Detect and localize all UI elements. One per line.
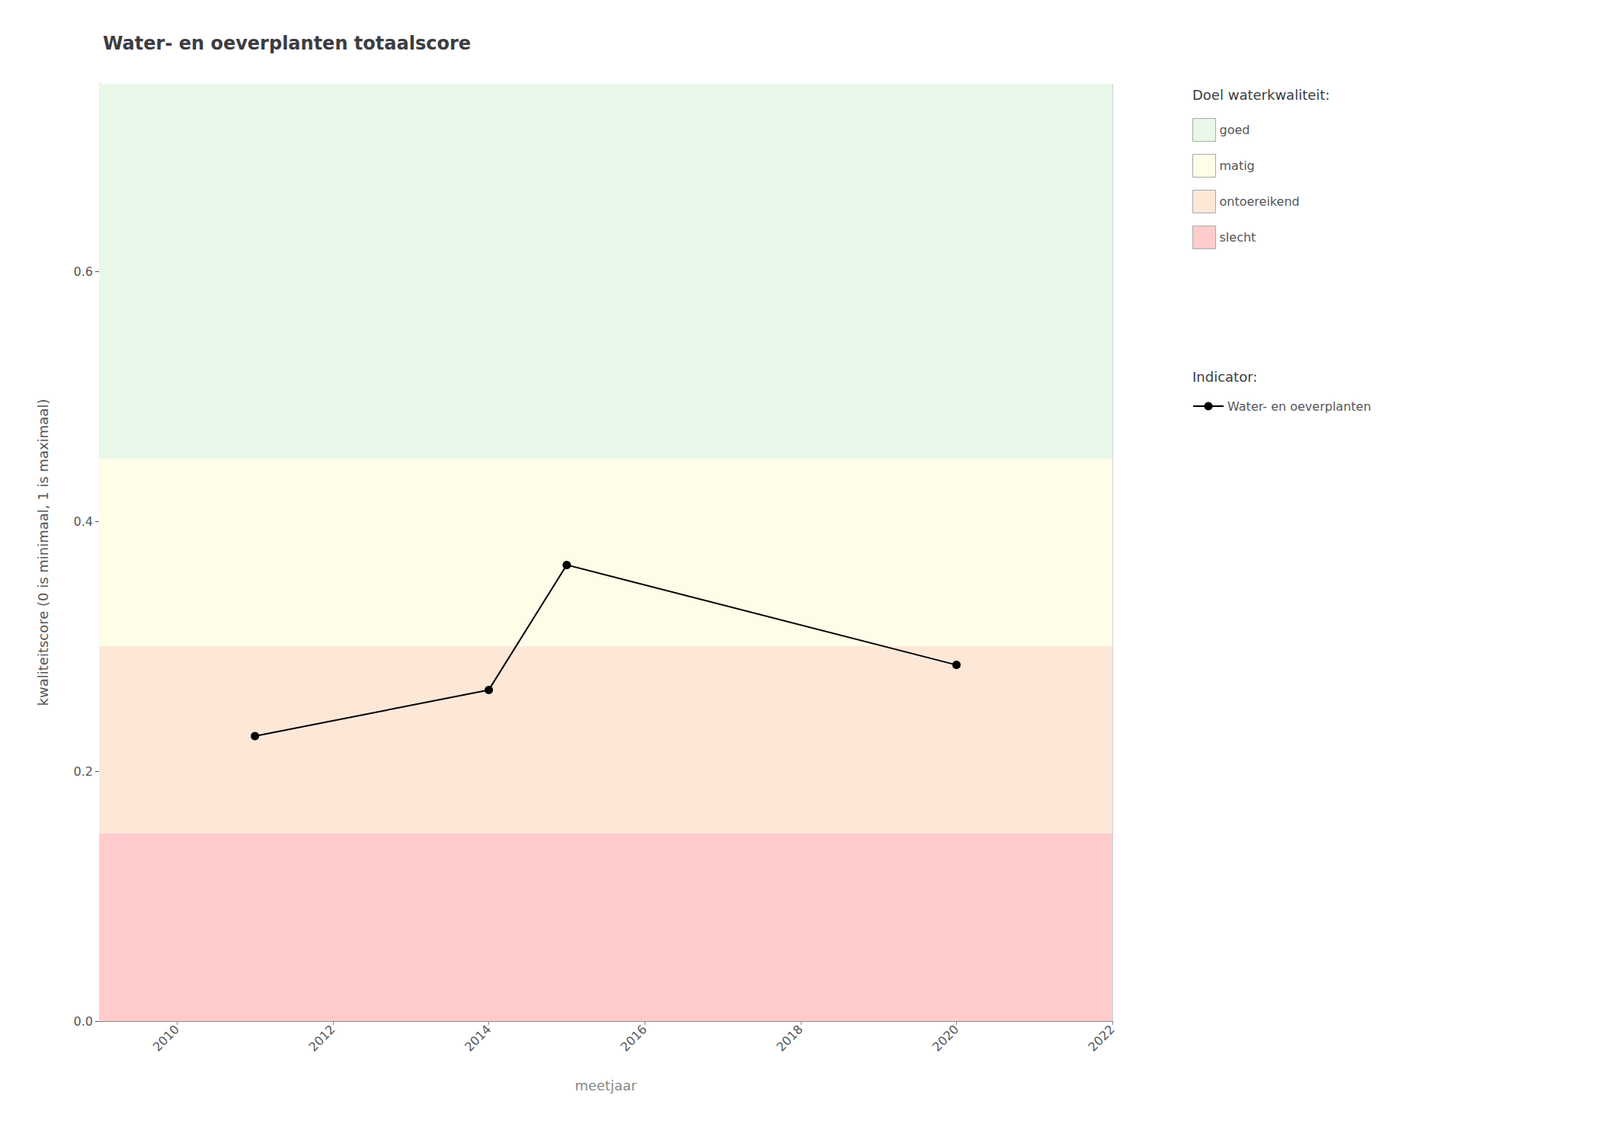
svg-text:goed: goed — [1219, 122, 1251, 138]
svg-text:meetjaar: meetjaar — [574, 1077, 637, 1094]
svg-text:2016: 2016 — [617, 1021, 650, 1054]
svg-text:slecht: slecht — [1219, 230, 1257, 245]
svg-text:2018: 2018 — [773, 1021, 806, 1054]
svg-text:2010: 2010 — [150, 1021, 183, 1054]
svg-text:Water- en oeverplanten totaals: Water- en oeverplanten totaalscore — [102, 32, 471, 55]
svg-text:Water- en oeverplanten: Water- en oeverplanten — [1227, 399, 1372, 414]
svg-text:2014: 2014 — [461, 1021, 494, 1054]
svg-text:kwaliteitscore (0 is minimaal,: kwaliteitscore (0 is minimaal, 1 is maxi… — [35, 399, 52, 707]
svg-text:0.0: 0.0 — [73, 1014, 93, 1029]
svg-text:Indicator:: Indicator: — [1192, 368, 1258, 385]
svg-text:Doel waterkwaliteit:: Doel waterkwaliteit: — [1192, 86, 1330, 103]
svg-text:2022: 2022 — [1085, 1021, 1118, 1054]
svg-text:matig: matig — [1219, 158, 1255, 173]
svg-text:2012: 2012 — [305, 1021, 338, 1054]
svg-text:0.4: 0.4 — [73, 514, 93, 529]
svg-text:2020: 2020 — [929, 1021, 962, 1054]
svg-text:ontoereikend: ontoereikend — [1219, 194, 1300, 209]
svg-text:0.6: 0.6 — [73, 264, 93, 279]
svg-text:0.2: 0.2 — [73, 764, 93, 779]
